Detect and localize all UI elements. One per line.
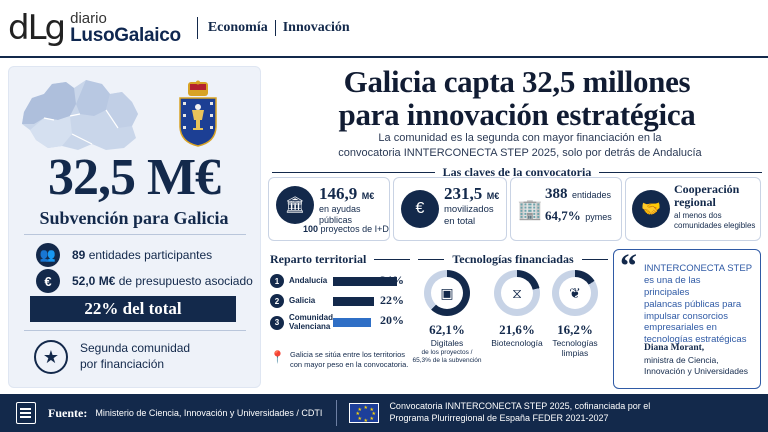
- card-cooperation: 🤝 Cooperación regional al menos dos comu…: [625, 177, 761, 241]
- tecnologias-section-title: Tecnologías financiadas: [418, 252, 608, 267]
- tech-label: Tecnologías limpias: [552, 338, 598, 359]
- star-icon: ★: [34, 340, 68, 374]
- region-bar: [333, 276, 397, 286]
- bank-icon: 🏛: [276, 186, 314, 224]
- subtitle: La comunidad es la segunda con mayor fin…: [338, 132, 702, 159]
- tech-label: Biotecnología: [491, 338, 543, 348]
- tech-donut: ⧖: [494, 270, 540, 316]
- reparto-row: 1 Andalucía: [270, 274, 410, 288]
- location-pin-icon: 📍: [270, 350, 285, 364]
- rank-number: 2: [270, 294, 284, 308]
- galicia-coat-of-arms-icon: [179, 80, 217, 147]
- ranking-note: ★ Segunda comunidad por financiación: [34, 340, 254, 374]
- section-innovacion[interactable]: Innovación: [282, 20, 350, 35]
- region-name: Galicia: [289, 295, 316, 305]
- tech-label: Digitales de los proyectos /65,3% de la s…: [412, 338, 482, 364]
- document-icon: [16, 402, 36, 424]
- brand-line2: LusoGalaico: [70, 25, 181, 46]
- eu-flag-icon: ★ ★ ★ ★ ★ ★ ★ ★: [349, 403, 380, 424]
- share-of-total-badge: 22% del total: [30, 296, 236, 322]
- tech-pct: 62,1%: [429, 322, 465, 337]
- stat-budget: € 52,0 M€ de presupuesto asociado: [36, 268, 253, 294]
- card-public-aid: 🏛 146,9 M€ en ayudas públicas 100 proyec…: [268, 177, 390, 241]
- brand-mark: dLg: [8, 8, 66, 48]
- tech-pct: 16,2%: [557, 322, 593, 337]
- buildings-icon: 🏢: [517, 198, 543, 221]
- quote-author-role: ministra de Ciencia, Innovación y Univer…: [644, 355, 748, 376]
- leaf-icon: ❦: [559, 277, 591, 309]
- region-pct: 20%: [380, 313, 404, 327]
- footer: Fuente: Ministerio de Ciencia, Innovació…: [0, 394, 768, 432]
- dna-icon: ⧖: [501, 277, 533, 309]
- handshake-icon: 🤝: [632, 190, 670, 228]
- region-name: Andalucía: [289, 275, 328, 285]
- subsidy-amount: 32,5 M€: [47, 149, 221, 206]
- region-bar: [333, 296, 375, 306]
- card-mobilized: € 231,5 M€ movilizados en total: [393, 177, 507, 241]
- stat-entities: 👥 89 entidades participantes: [36, 242, 212, 268]
- quote-icon: “: [620, 248, 637, 285]
- claves-section-title: Las claves de la convocatoria: [272, 165, 762, 179]
- cofinancing-note: Convocatoria INNTERCONECTA STEP 2025, co…: [389, 401, 651, 423]
- region-pct: 22%: [380, 293, 404, 307]
- chip-icon: ▣: [431, 277, 463, 309]
- brand-line1: diario: [70, 10, 107, 27]
- header-divider: [0, 56, 768, 58]
- tech-donut: ❦: [552, 270, 598, 316]
- people-icon: 👥: [36, 243, 60, 267]
- reparto-row: 3 Comunidad Valenciana: [270, 313, 410, 332]
- card-entities: 🏢 388 entidades 64,7% pymes: [510, 177, 622, 241]
- subsidy-label: Subvención para Galicia: [39, 208, 229, 228]
- quote-text: INNTERCONECTA STEP es una de las princip…: [644, 263, 753, 346]
- rank-number: 1: [270, 274, 284, 288]
- reparto-row: 2 Galicia: [270, 294, 410, 308]
- tech-donut: ▣: [424, 270, 470, 316]
- coins-icon: €: [401, 190, 439, 228]
- quote-author: Diana Morant,: [644, 343, 705, 353]
- section-economia[interactable]: Economía: [207, 20, 268, 35]
- galicia-map-icon: [22, 80, 138, 150]
- region-bar: [333, 318, 371, 328]
- reparto-section-title: Reparto territorial: [270, 252, 410, 267]
- region-pct: 34%: [380, 273, 404, 287]
- source-label: Fuente:: [48, 405, 88, 420]
- region-name: Comunidad Valenciana: [289, 313, 333, 331]
- tech-pct: 21,6%: [499, 322, 535, 337]
- minister-quote: “ INNTERCONECTA STEP es una de las princ…: [613, 249, 761, 389]
- headline: Galicia capta 32,5 millones para innovac…: [338, 64, 696, 132]
- rank-number: 3: [270, 315, 284, 330]
- brand-logo[interactable]: dLg diario LusoGalaico Economía Innovaci…: [8, 6, 350, 50]
- euro-icon: €: [36, 269, 60, 293]
- reparto-note: 📍 Galicia se sitúa entre los territorios…: [270, 350, 409, 369]
- source-value: Ministerio de Ciencia, Innovación y Univ…: [95, 408, 323, 418]
